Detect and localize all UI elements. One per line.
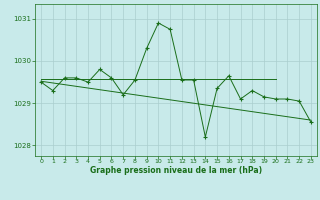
X-axis label: Graphe pression niveau de la mer (hPa): Graphe pression niveau de la mer (hPa) [90,166,262,175]
